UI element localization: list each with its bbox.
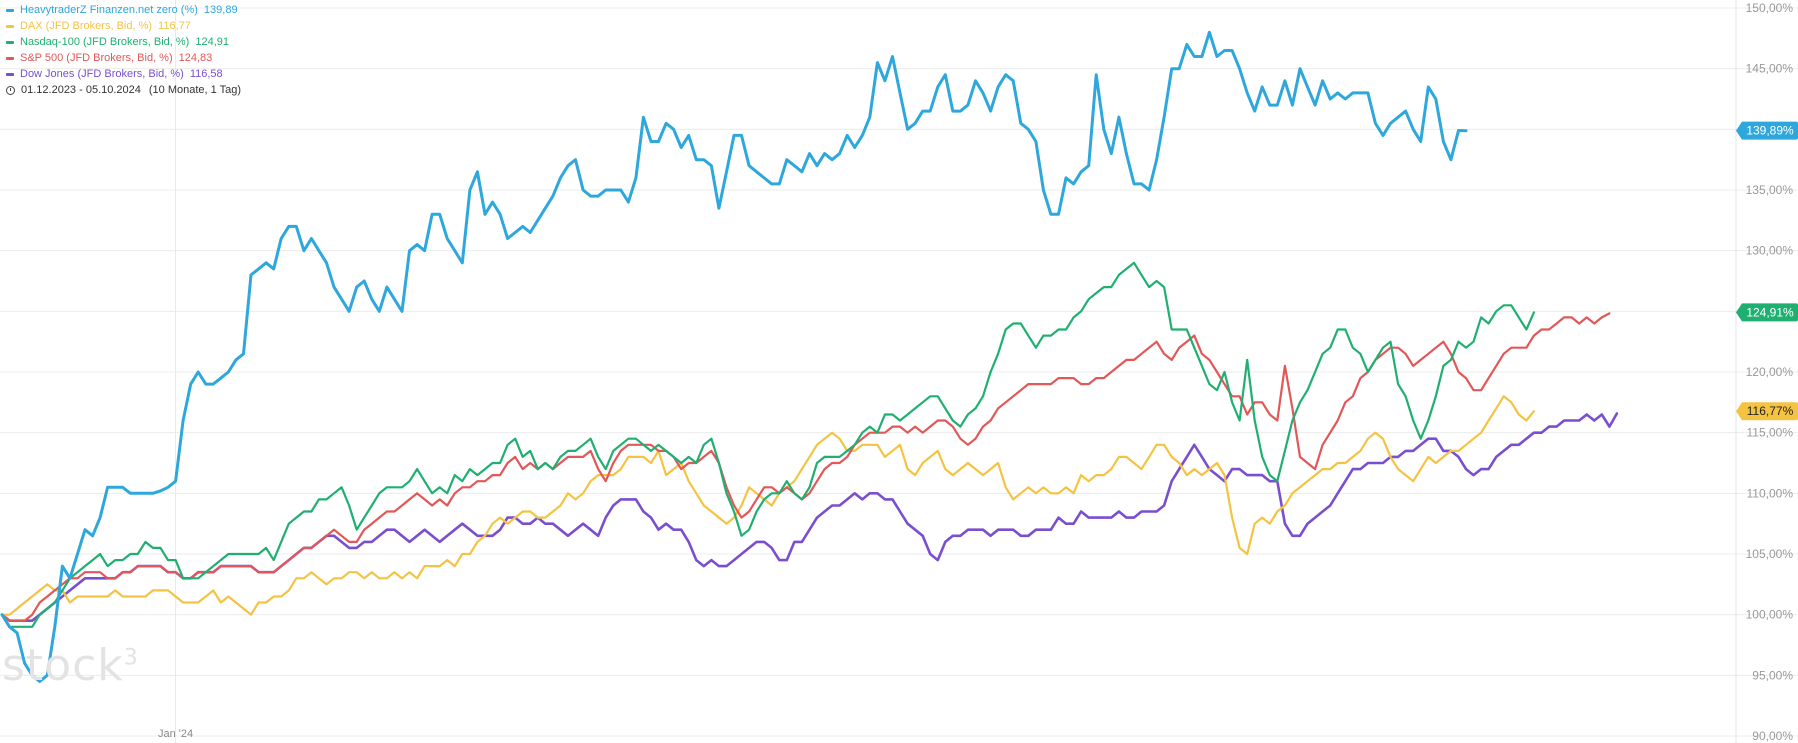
watermark-logo: stock3: [2, 640, 139, 691]
legend-label: Nasdaq-100 (JFD Brokers, Bid, %): [20, 36, 190, 48]
series-line-2[interactable]: [0, 261, 1536, 628]
tag-shape: [1736, 121, 1798, 140]
tag-label: 124,91%: [1746, 305, 1794, 319]
y-tick-label: 115,00%: [1747, 426, 1794, 440]
tag-label: 116,77%: [1747, 404, 1794, 418]
legend-value: 124,83: [178, 52, 213, 64]
last-value-tag: 116,77%: [1736, 402, 1798, 421]
series-lines: [0, 30, 1619, 683]
legend-value: 116,77: [158, 20, 191, 32]
grid-lines: [0, 7, 1798, 737]
y-tick-label: 90,00%: [1752, 729, 1793, 743]
tag-label: 139,89%: [1746, 124, 1794, 138]
legend-swatch: [6, 24, 14, 28]
x-tick-label: Jan '24: [158, 728, 193, 740]
tag-shape: [1736, 303, 1798, 322]
legend-swatch: [6, 56, 14, 60]
legend-label: S&P 500 (JFD Brokers, Bid, %): [20, 52, 173, 64]
legend-item-sp500[interactable]: S&P 500 (JFD Brokers, Bid, %) 124,83: [6, 50, 241, 66]
last-value-tags: 139,89% 124,91% 116,77%: [1736, 121, 1798, 421]
x-axis: Jan '24: [158, 728, 193, 740]
clock-icon: [6, 85, 15, 95]
y-tick-label: 145,00%: [1746, 62, 1794, 76]
watermark-brand: stock: [2, 640, 124, 691]
date-range-row: 01.12.2023 - 05.10.2024 (10 Monate, 1 Ta…: [6, 82, 241, 98]
legend-item-nasdaq[interactable]: Nasdaq-100 (JFD Brokers, Bid, %) 124,91: [6, 34, 241, 50]
date-range: 01.12.2023 - 05.10.2024: [21, 84, 141, 96]
legend-value: 139,89: [203, 4, 238, 16]
legend-item-heavytraderz[interactable]: HeavytraderZ Finanzen.net zero (%) 139,8…: [6, 2, 241, 18]
legend-swatch: [6, 8, 14, 12]
date-span: (10 Monate, 1 Tag): [148, 84, 242, 96]
legend-label: DAX (JFD Brokers, Bid, %): [20, 20, 153, 32]
series-line-0[interactable]: [0, 30, 1468, 683]
legend-item-dowjones[interactable]: Dow Jones (JFD Brokers, Bid, %) 116,58: [6, 66, 241, 82]
y-tick-label: 120,00%: [1746, 365, 1794, 379]
legend-value: 116,58: [189, 68, 223, 80]
y-tick-label: 100,00%: [1746, 608, 1794, 622]
legend-item-dax[interactable]: DAX (JFD Brokers, Bid, %) 116,77: [6, 18, 241, 34]
y-tick-label: 150,00%: [1746, 1, 1794, 15]
last-value-tag: 139,89%: [1736, 121, 1798, 140]
y-tick-label: 130,00%: [1746, 244, 1794, 258]
legend-label: Dow Jones (JFD Brokers, Bid, %): [20, 68, 184, 80]
legend: HeavytraderZ Finanzen.net zero (%) 139,8…: [6, 2, 241, 98]
y-tick-label: 135,00%: [1746, 183, 1794, 197]
y-tick-label: 95,00%: [1752, 668, 1793, 682]
legend-swatch: [6, 72, 14, 76]
series-line-3[interactable]: [0, 312, 1611, 622]
tag-shape: [1736, 402, 1798, 421]
last-value-tag: 124,91%: [1736, 303, 1798, 322]
y-tick-label: 110,00%: [1747, 486, 1794, 500]
watermark-sup: 3: [123, 645, 139, 671]
legend-label: HeavytraderZ Finanzen.net zero (%): [20, 4, 198, 16]
legend-swatch: [6, 40, 14, 44]
legend-value: 124,91: [195, 36, 229, 48]
y-tick-label: 105,00%: [1746, 547, 1794, 561]
series-line-4[interactable]: [0, 412, 1619, 623]
series-line-1[interactable]: [0, 395, 1536, 616]
